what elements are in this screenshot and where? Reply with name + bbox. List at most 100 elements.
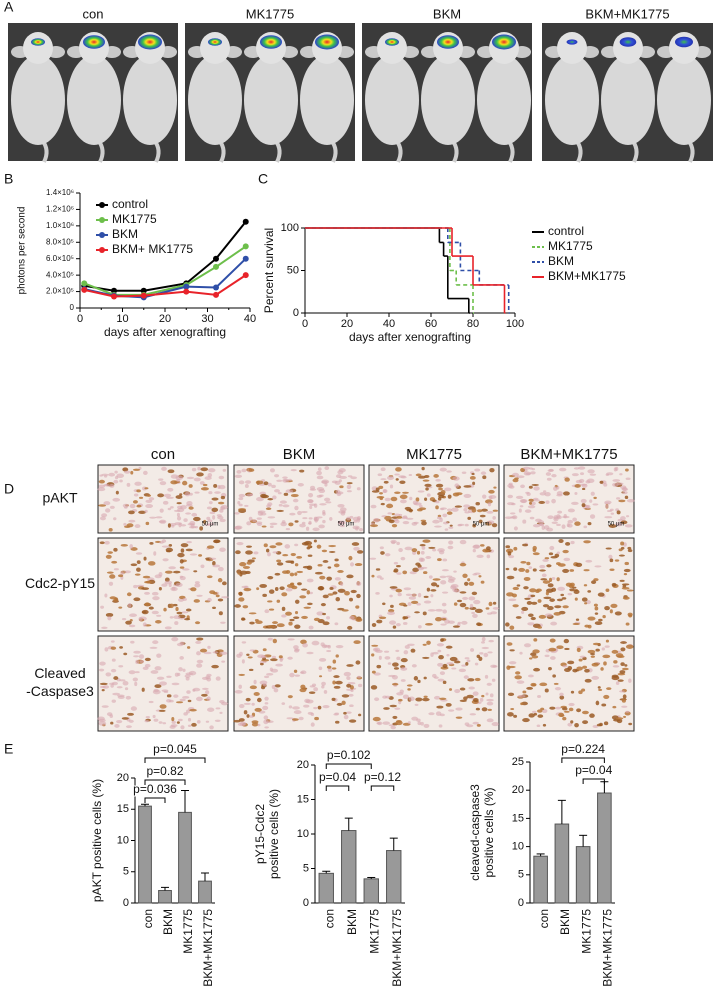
cell	[528, 566, 533, 569]
cell	[472, 721, 480, 725]
cell	[438, 724, 443, 728]
cell	[508, 485, 515, 489]
cell	[97, 487, 106, 492]
cell	[424, 497, 428, 501]
cell	[186, 690, 191, 694]
cell	[417, 490, 425, 493]
cell	[256, 697, 262, 703]
cell	[430, 589, 437, 592]
cell	[400, 657, 408, 663]
cell	[248, 668, 254, 672]
cell	[238, 718, 245, 722]
cell	[176, 642, 184, 647]
cell	[605, 588, 610, 593]
cell	[285, 611, 292, 616]
cell	[432, 578, 441, 581]
cell	[339, 524, 345, 528]
cell	[334, 577, 341, 581]
cell	[440, 623, 447, 626]
cell	[319, 503, 327, 506]
cell	[194, 583, 201, 588]
cell	[520, 702, 524, 706]
cell	[334, 622, 339, 626]
cell	[255, 480, 264, 485]
cell	[526, 492, 531, 496]
cell	[213, 539, 220, 544]
cell	[439, 467, 447, 472]
cell	[576, 708, 582, 713]
cell	[327, 644, 331, 649]
cell	[162, 500, 169, 505]
cell	[595, 648, 600, 652]
cell	[396, 564, 401, 568]
cell	[446, 511, 453, 515]
cell	[574, 492, 578, 495]
cell	[101, 705, 109, 708]
cell	[423, 695, 428, 698]
cell	[562, 605, 569, 609]
cell	[326, 665, 332, 669]
point	[81, 280, 88, 287]
cell	[384, 553, 391, 557]
cell	[335, 489, 341, 494]
cell	[239, 651, 243, 656]
cell	[335, 680, 343, 685]
cell	[605, 473, 610, 477]
cell	[455, 716, 463, 719]
cell	[196, 637, 204, 641]
cell	[154, 574, 162, 579]
cell	[260, 685, 266, 690]
cell	[144, 663, 151, 668]
p-value: p=0.82	[146, 764, 183, 778]
cell	[617, 518, 623, 522]
cell	[520, 499, 527, 504]
cell	[214, 719, 221, 722]
cell	[531, 683, 536, 687]
cell	[506, 642, 513, 646]
cell	[138, 616, 143, 622]
cell	[109, 483, 115, 488]
cell	[307, 543, 311, 548]
bar	[597, 792, 612, 904]
cell	[384, 650, 390, 653]
cell	[589, 514, 596, 519]
cell	[549, 598, 556, 602]
cell	[333, 685, 341, 689]
cell	[578, 658, 583, 662]
cell	[274, 572, 281, 576]
cell	[347, 625, 353, 630]
cell	[422, 643, 427, 646]
cell	[604, 645, 610, 648]
cell	[326, 576, 333, 581]
cell	[395, 622, 401, 627]
cell	[316, 470, 322, 476]
cell	[287, 695, 293, 699]
cell	[616, 497, 621, 500]
cell	[393, 568, 399, 573]
cell	[144, 580, 150, 584]
cell	[222, 468, 227, 472]
cell	[177, 672, 181, 677]
point	[111, 293, 117, 300]
cell	[531, 655, 539, 659]
cell	[490, 664, 497, 668]
cell	[283, 492, 289, 496]
cell	[264, 609, 270, 614]
cell	[546, 477, 552, 481]
cell	[269, 545, 277, 549]
cell	[541, 573, 547, 578]
cell	[105, 612, 114, 618]
cell	[356, 518, 361, 523]
cell	[337, 570, 344, 573]
cell	[547, 515, 554, 520]
cell	[168, 544, 173, 547]
cell	[308, 522, 312, 525]
cell	[110, 721, 114, 725]
cell	[209, 725, 214, 730]
cell	[257, 510, 266, 514]
y-axis-label: cleaved-caspase3	[468, 784, 482, 881]
cell	[461, 664, 467, 667]
bar	[178, 811, 192, 904]
cell	[542, 723, 547, 727]
cell	[423, 723, 430, 728]
